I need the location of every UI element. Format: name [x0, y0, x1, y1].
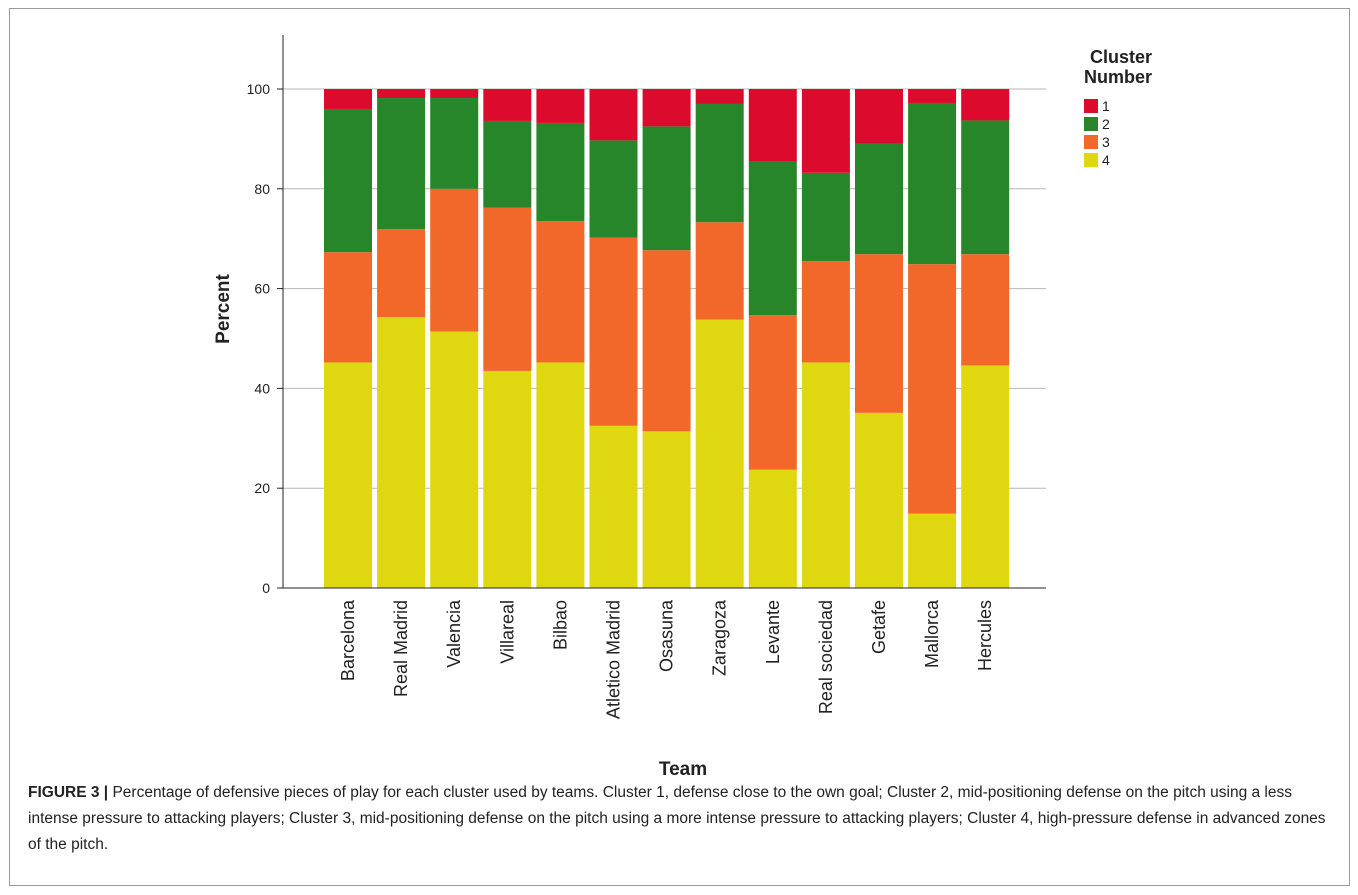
legend-label: 2 — [1102, 116, 1110, 132]
bar-segment-cluster-3 — [589, 237, 638, 426]
x-tick-label: Osasuna — [657, 599, 677, 672]
legend: Cluster Number 1 2 3 4 — [1084, 47, 1157, 168]
bar-segment-cluster-3 — [748, 315, 797, 470]
bar-segment-cluster-2 — [324, 108, 372, 253]
x-tick-label: Bilbao — [550, 600, 570, 650]
legend-title: Cluster Number — [1084, 47, 1157, 87]
bar-segment-cluster-1 — [748, 89, 797, 162]
bar-segment-cluster-3 — [908, 264, 957, 514]
figure-label: FIGURE 3 | — [28, 784, 109, 801]
x-tick-label: Zaragoza — [710, 599, 730, 676]
y-tick-label: 0 — [262, 580, 270, 596]
bar-segment-cluster-2 — [589, 140, 638, 238]
y-tick-label: 60 — [254, 281, 270, 297]
bar-segment-cluster-3 — [430, 188, 479, 332]
bar-segment-cluster-2 — [748, 161, 797, 316]
x-axis-label: Team — [659, 759, 707, 780]
bar-segment-cluster-1 — [483, 89, 532, 121]
bar-segment-cluster-4 — [324, 362, 372, 588]
bar-segment-cluster-3 — [961, 254, 1010, 366]
y-tick-label: 20 — [254, 480, 270, 496]
bar-segment-cluster-3 — [483, 207, 532, 371]
x-tick-label: Real sociedad — [816, 600, 836, 714]
bar-segment-cluster-2 — [483, 120, 532, 208]
bar-segment-cluster-3 — [324, 252, 372, 363]
x-tick-label: Mallorca — [922, 599, 942, 668]
legend-swatch-cluster-2 — [1084, 117, 1098, 131]
bar-segment-cluster-3 — [695, 222, 744, 320]
bar-segment-cluster-1 — [589, 89, 638, 141]
x-tick-label: Barcelona — [338, 599, 358, 681]
x-tick-label: Atletico Madrid — [604, 600, 624, 719]
bar-segment-cluster-4 — [430, 331, 479, 588]
bar-segment-cluster-4 — [589, 425, 638, 588]
bar-segment-cluster-3 — [536, 221, 585, 363]
bar-segment-cluster-4 — [642, 431, 691, 588]
bar-segment-cluster-1 — [801, 89, 850, 173]
bar-segment-cluster-3 — [801, 261, 850, 363]
bar-segment-cluster-3 — [855, 254, 903, 413]
axes — [277, 35, 1046, 589]
bars — [324, 89, 1010, 588]
figure-caption: FIGURE 3 | Percentage of defensive piece… — [28, 780, 1328, 858]
bar-segment-cluster-2 — [801, 172, 850, 262]
bar-segment-cluster-4 — [377, 317, 426, 588]
bar-segment-cluster-4 — [908, 513, 957, 588]
bar-segment-cluster-1 — [961, 89, 1010, 121]
bar-segment-cluster-2 — [695, 103, 744, 223]
bar-segment-cluster-4 — [855, 412, 903, 588]
x-tick-label: Valencia — [444, 599, 464, 668]
legend-swatch-cluster-1 — [1084, 99, 1098, 113]
caption-text: Percentage of defensive pieces of play f… — [28, 784, 1326, 853]
figure-frame — [9, 8, 1350, 886]
x-tick-label: Villareal — [497, 600, 517, 664]
bar-segment-cluster-2 — [642, 126, 691, 251]
bar-segment-cluster-2 — [908, 102, 957, 265]
bar-segment-cluster-1 — [642, 89, 691, 127]
y-tick-label: 40 — [254, 380, 270, 396]
y-tick-label: 100 — [247, 81, 271, 97]
bar-segment-cluster-4 — [748, 469, 797, 588]
legend-label: 3 — [1102, 134, 1110, 150]
x-tick-label: Hercules — [975, 600, 995, 671]
bar-segment-cluster-4 — [536, 362, 585, 588]
bar-segment-cluster-2 — [961, 120, 1010, 255]
bar-segment-cluster-3 — [377, 229, 426, 318]
bar-segment-cluster-1 — [324, 89, 372, 109]
bar-segment-cluster-1 — [855, 89, 903, 144]
bar-segment-cluster-4 — [483, 370, 532, 588]
bar-segment-cluster-2 — [855, 143, 903, 255]
legend-label: 4 — [1102, 152, 1110, 168]
stacked-bar-chart: 0 20 40 60 80 100 Barcelona Real Madrid Valencia… — [213, 35, 1157, 780]
legend-label: 1 — [1102, 98, 1110, 114]
bar-segment-cluster-2 — [536, 122, 585, 222]
bar-segment-cluster-3 — [642, 250, 691, 432]
bar-segment-cluster-1 — [536, 89, 585, 123]
bar-segment-cluster-1 — [695, 89, 744, 104]
x-tick-label: Getafe — [869, 600, 889, 654]
tick-labels: 0 20 40 60 80 100 Barcelona Real Madrid Valencia… — [247, 81, 996, 719]
bar-segment-cluster-4 — [961, 365, 1010, 588]
y-tick-label: 80 — [254, 181, 270, 197]
bar-segment-cluster-2 — [430, 97, 479, 189]
bar-segment-cluster-2 — [377, 97, 426, 230]
bar-segment-cluster-4 — [801, 362, 850, 588]
legend-swatch-cluster-4 — [1084, 153, 1098, 167]
legend-swatch-cluster-3 — [1084, 135, 1098, 149]
x-tick-label: Levante — [763, 600, 783, 664]
bar-segment-cluster-1 — [430, 89, 479, 98]
bar-segment-cluster-1 — [908, 89, 957, 103]
bar-segment-cluster-1 — [377, 89, 426, 98]
bar-segment-cluster-4 — [695, 319, 744, 588]
y-axis-label: Percent — [213, 273, 234, 343]
x-tick-label: Real Madrid — [391, 600, 411, 697]
